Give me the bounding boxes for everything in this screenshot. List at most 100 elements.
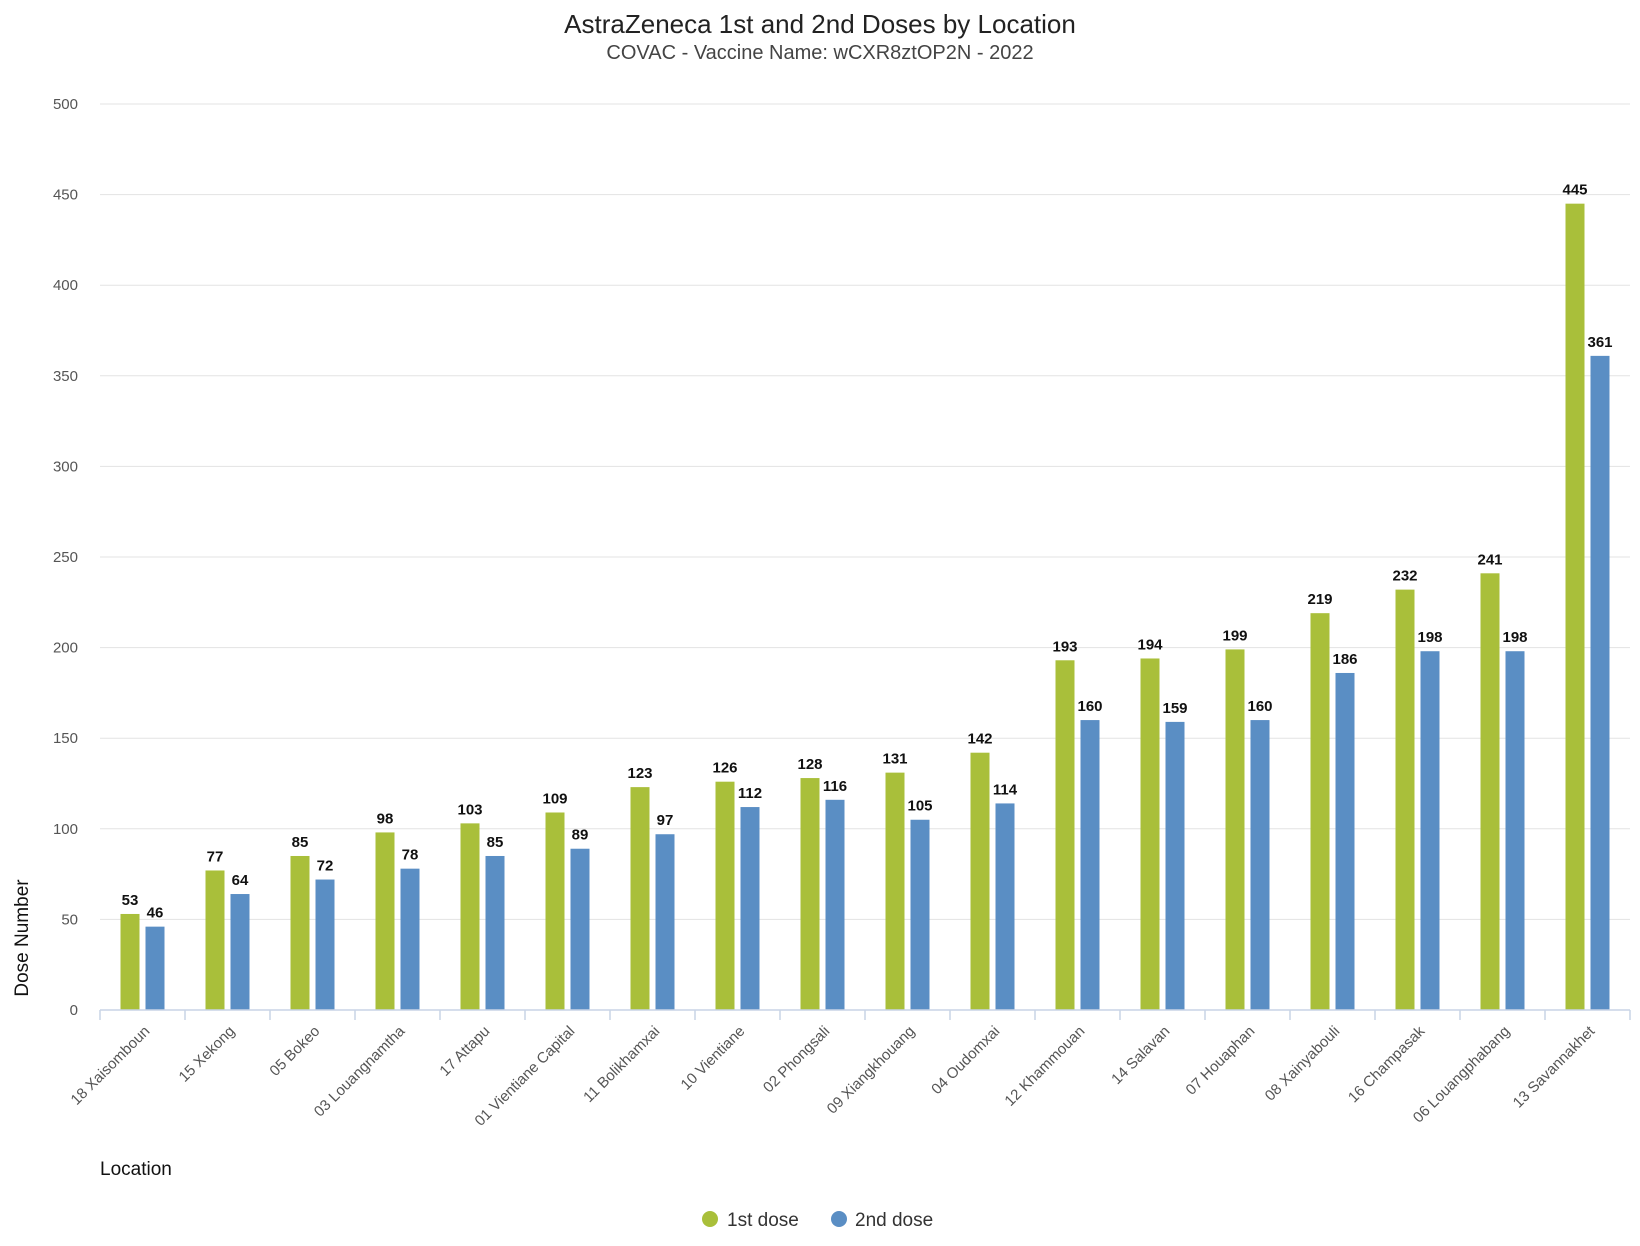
- second-dose-bar: [1505, 651, 1525, 1010]
- second-dose-bar: [570, 848, 590, 1010]
- x-tick-label: 17 Attapu: [436, 1023, 493, 1080]
- y-tick-label: 200: [53, 640, 78, 657]
- x-tick-label: 16 Champasak: [1345, 1022, 1429, 1106]
- y-tick-label: 100: [53, 821, 78, 838]
- first-dose-bar: [970, 752, 990, 1010]
- y-tick-label: 150: [53, 730, 78, 747]
- x-tick-label: 11 Bolikhamxai: [580, 1023, 663, 1106]
- first-dose-bar: [1310, 613, 1330, 1010]
- y-axis-title: Dose Number: [12, 879, 33, 997]
- x-tick-label: 06 Louangphabang: [1410, 1023, 1513, 1126]
- x-tick-label: 07 Houaphan: [1183, 1023, 1259, 1099]
- data-label: 198: [1417, 629, 1442, 646]
- x-tick-label: 10 Vientiane: [678, 1023, 749, 1094]
- first-dose-bar: [715, 781, 735, 1010]
- x-tick-label: 04 Oudomxai: [928, 1023, 1003, 1098]
- second-dose-bar: [825, 799, 845, 1010]
- legend-item-second-dose[interactable]: 2nd dose: [831, 1210, 933, 1231]
- data-label: 89: [572, 827, 589, 844]
- first-dose-bar: [1395, 589, 1415, 1010]
- legend-marker: [831, 1211, 847, 1227]
- data-label: 126: [712, 760, 737, 777]
- data-label: 78: [402, 847, 419, 864]
- x-tick-label: 02 Phongsali: [760, 1023, 833, 1096]
- data-label: 123: [627, 765, 652, 782]
- y-tick-label: 300: [53, 458, 78, 475]
- x-tick-label: 13 Savannakhet: [1510, 1022, 1599, 1111]
- x-tick-label: 12 Khammouan: [1001, 1023, 1088, 1110]
- data-label: 72: [317, 858, 334, 875]
- first-dose-bar: [1055, 660, 1075, 1010]
- legend-item-first-dose[interactable]: 1st dose: [702, 1210, 799, 1231]
- second-dose-bar: [1080, 720, 1100, 1010]
- first-dose-bar: [1225, 649, 1245, 1010]
- first-dose-bar: [460, 823, 480, 1010]
- data-label: 109: [542, 790, 567, 807]
- data-label: 64: [232, 872, 249, 889]
- y-tick-label: 50: [61, 911, 78, 928]
- data-label: 219: [1307, 591, 1332, 608]
- data-label: 194: [1137, 636, 1163, 653]
- y-tick-label: 0: [70, 1002, 78, 1019]
- x-tick-label: 08 Xainyabouli: [1262, 1023, 1344, 1105]
- data-label: 85: [487, 834, 504, 851]
- y-tick-label: 400: [53, 277, 78, 294]
- first-dose-bar: [1140, 658, 1160, 1010]
- second-dose-bar: [655, 834, 675, 1010]
- y-tick-label: 250: [53, 549, 78, 566]
- x-tick-label: 15 Xekong: [176, 1023, 239, 1086]
- first-dose-bar: [1480, 573, 1500, 1010]
- data-label: 193: [1052, 638, 1077, 655]
- data-label: 361: [1587, 334, 1612, 351]
- second-dose-bar: [400, 868, 420, 1010]
- legend-label: 1st dose: [727, 1210, 799, 1231]
- data-label: 77: [207, 848, 224, 865]
- second-dose-bar: [485, 855, 505, 1010]
- first-dose-bar: [1565, 203, 1585, 1010]
- data-label: 53: [122, 892, 139, 909]
- second-dose-bar: [145, 926, 165, 1010]
- y-tick-label: 350: [53, 368, 78, 385]
- data-label: 85: [292, 834, 309, 851]
- data-label: 445: [1562, 182, 1587, 199]
- x-tick-label: 09 Xiangkhouang: [824, 1023, 919, 1118]
- chart-title: AstraZeneca 1st and 2nd Doses by Locatio…: [564, 9, 1076, 39]
- first-dose-bar: [630, 787, 650, 1010]
- second-dose-bar: [910, 819, 930, 1010]
- x-tick-label: 05 Bokeo: [266, 1023, 323, 1080]
- first-dose-bar: [545, 812, 565, 1010]
- data-label: 128: [797, 756, 822, 773]
- data-label: 116: [823, 778, 847, 795]
- data-label: 131: [882, 751, 907, 768]
- legend-marker: [702, 1211, 718, 1227]
- x-tick-label: 18 Xaisomboun: [68, 1023, 154, 1109]
- gridlines: [100, 103, 1630, 920]
- second-dose-bar: [230, 894, 250, 1010]
- first-dose-bar: [800, 778, 820, 1010]
- y-tick-label: 500: [53, 96, 78, 113]
- legend-label: 2nd dose: [855, 1210, 933, 1231]
- data-label: 241: [1477, 551, 1502, 568]
- data-label: 232: [1392, 568, 1417, 585]
- second-dose-bar: [1590, 355, 1610, 1010]
- second-dose-bar: [315, 879, 335, 1010]
- data-label: 198: [1502, 629, 1527, 646]
- bars: [120, 203, 1610, 1010]
- data-label: 160: [1077, 698, 1102, 715]
- second-dose-bar: [1165, 721, 1185, 1010]
- x-tick-label: 14 Salavan: [1108, 1023, 1173, 1088]
- y-axis-ticks: 0 50 100 150 200 250 300 350 400 450 500: [53, 96, 78, 1019]
- data-label: 105: [907, 798, 932, 815]
- legend: 1st dose 2nd dose: [702, 1210, 933, 1231]
- first-dose-bar: [290, 855, 310, 1010]
- data-label: 114: [993, 781, 1018, 798]
- x-axis-title: Location: [100, 1159, 172, 1180]
- first-dose-bar: [205, 870, 225, 1010]
- second-dose-bar: [1420, 651, 1440, 1010]
- second-dose-bar: [1250, 720, 1270, 1010]
- second-dose-bar: [995, 803, 1015, 1010]
- data-label: 98: [377, 810, 394, 827]
